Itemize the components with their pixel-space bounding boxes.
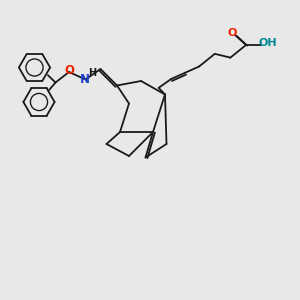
Text: N: N xyxy=(80,73,90,86)
Text: H: H xyxy=(88,68,96,78)
Text: O: O xyxy=(227,28,237,38)
Text: O: O xyxy=(64,64,74,77)
Text: OH: OH xyxy=(258,38,277,48)
